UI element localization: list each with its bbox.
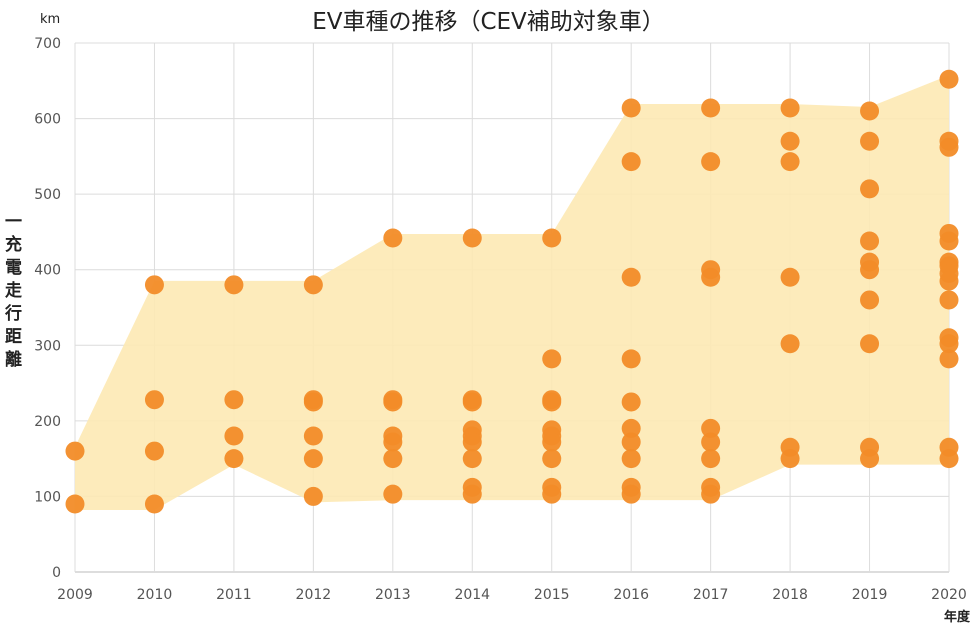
data-point (65, 441, 85, 461)
data-point (383, 449, 403, 469)
data-point (939, 334, 959, 354)
data-point (939, 231, 959, 251)
x-tick-label: 2011 (216, 587, 252, 603)
data-point (860, 290, 880, 310)
data-point (144, 275, 164, 295)
data-point (383, 484, 403, 504)
x-tick-label: 2019 (852, 587, 888, 603)
data-point (621, 432, 641, 452)
data-point (860, 449, 880, 469)
data-point (780, 267, 800, 287)
data-point (939, 290, 959, 310)
data-point (462, 392, 482, 412)
data-point (621, 418, 641, 438)
data-point (701, 152, 721, 172)
data-point (542, 349, 562, 369)
data-point (383, 392, 403, 412)
chart-title: EV車種の推移（CEV補助対象車） (312, 9, 665, 35)
data-point (939, 137, 959, 157)
data-point (542, 392, 562, 412)
x-tick-label: 2010 (137, 587, 173, 603)
data-point (701, 449, 721, 469)
x-tick-label: 2016 (613, 587, 649, 603)
data-point (65, 494, 85, 514)
y-tick-label: 400 (34, 263, 61, 279)
data-point (621, 449, 641, 469)
data-point (701, 98, 721, 118)
data-point (542, 228, 562, 248)
data-point (701, 484, 721, 504)
data-point (701, 267, 721, 287)
x-tick-label: 2012 (296, 587, 332, 603)
y-tick-label: 100 (34, 489, 61, 505)
data-point (621, 392, 641, 412)
data-point (860, 179, 880, 199)
data-point (621, 349, 641, 369)
y-tick-label: 700 (34, 36, 61, 52)
data-point (621, 484, 641, 504)
x-tick-label: 2015 (534, 587, 570, 603)
data-point (780, 334, 800, 354)
y-tick-label: 500 (34, 187, 61, 203)
data-point (701, 418, 721, 438)
data-point (860, 101, 880, 121)
data-point (224, 275, 244, 295)
data-point (303, 449, 323, 469)
data-point (462, 228, 482, 248)
data-point (939, 271, 959, 291)
data-point (860, 260, 880, 280)
data-point (701, 432, 721, 452)
range-band (75, 75, 949, 510)
y-axis-unit: km (40, 12, 61, 27)
data-point (462, 484, 482, 504)
y-tick-label: 600 (34, 112, 61, 128)
data-point (621, 98, 641, 118)
data-point (462, 432, 482, 452)
data-point (860, 231, 880, 251)
data-point (542, 449, 562, 469)
data-point (780, 449, 800, 469)
x-tick-label: 2013 (375, 587, 411, 603)
data-point (383, 228, 403, 248)
data-point (780, 98, 800, 118)
data-point (780, 152, 800, 172)
x-tick-label: 2017 (693, 587, 729, 603)
data-point (621, 152, 641, 172)
x-tick-label: 2009 (57, 587, 93, 603)
data-point (860, 334, 880, 354)
data-point (780, 131, 800, 151)
data-point (303, 275, 323, 295)
y-tick-label: 0 (52, 565, 61, 581)
data-point (939, 449, 959, 469)
x-axis-unit: 年度 (944, 610, 971, 625)
y-tick-label: 300 (34, 338, 61, 354)
y-axis-label: 一充電走行距離 (1, 212, 21, 373)
data-point (860, 131, 880, 151)
data-point (224, 390, 244, 410)
data-point (303, 426, 323, 446)
data-point (224, 426, 244, 446)
x-tick-label: 2018 (772, 587, 808, 603)
data-point (542, 484, 562, 504)
data-point (144, 390, 164, 410)
data-point (383, 432, 403, 452)
data-point (939, 69, 959, 89)
x-tick-label: 2020 (931, 587, 967, 603)
data-point (939, 349, 959, 369)
x-tick-label: 2014 (454, 587, 490, 603)
data-point (303, 392, 323, 412)
data-point (542, 432, 562, 452)
data-point (144, 441, 164, 461)
data-point (303, 486, 323, 506)
data-point (462, 449, 482, 469)
y-tick-label: 200 (34, 414, 61, 430)
data-point (621, 267, 641, 287)
data-point (144, 494, 164, 514)
data-point (224, 449, 244, 469)
